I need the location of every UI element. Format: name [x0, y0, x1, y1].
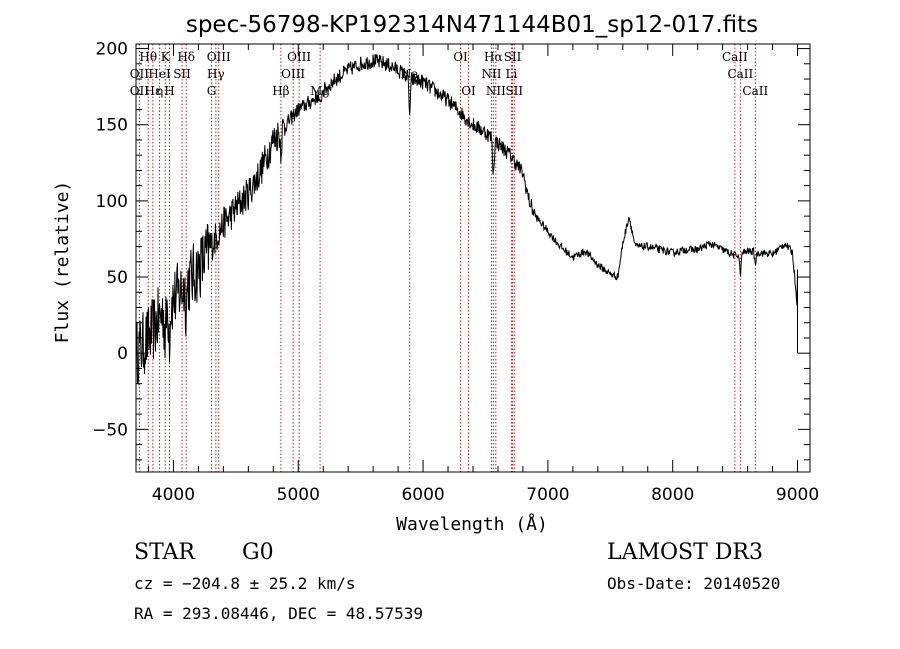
ra-dec-coordinates: RA = 293.08446, DEC = 48.57539 — [134, 604, 423, 623]
spectral-line-label: CaII — [722, 50, 748, 64]
spectral-line-label: OII — [130, 67, 150, 81]
spectral-line-label: H — [164, 84, 174, 98]
chart-title: spec-56798-KP192314N471144B01_sp12-017.f… — [186, 12, 758, 38]
y-tick-label: 150 — [96, 116, 128, 136]
spectral-line-label: NII — [486, 84, 506, 98]
spectral-line-label: Hε — [145, 84, 162, 98]
x-tick-label: 4000 — [152, 485, 195, 505]
spectral-line-label: Hα — [484, 50, 503, 64]
x-axis-ticks: 4000 5000 6000 7000 8000 9000 — [147, 44, 819, 505]
spectral-line-label: SII — [173, 67, 191, 81]
x-axis-label: Wavelength (Å) — [396, 513, 548, 535]
spectral-line-label: HeI — [148, 67, 171, 81]
y-tick-label: 50 — [106, 268, 128, 288]
plot-frame — [135, 43, 811, 473]
spectral-line-label: Hδ — [177, 50, 195, 64]
x-tick-label: 9000 — [776, 485, 819, 505]
spectral-line-label: Li — [506, 67, 518, 81]
y-tick-label: −50 — [92, 420, 128, 440]
spectral-line-label: OIII — [281, 67, 305, 81]
spectral-line-label: OI — [453, 50, 468, 64]
observation-date: Obs-Date: 20140520 — [607, 574, 780, 593]
spectral-line-label: CaII — [742, 84, 768, 98]
spectral-line-label: G — [207, 84, 217, 98]
y-axis-label: Flux (relative) — [52, 181, 73, 344]
redshift-cz: cz = −204.8 ± 25.2 km/s — [134, 574, 356, 593]
spectral-line-label: Hθ — [139, 50, 157, 64]
y-tick-label: 200 — [96, 40, 128, 60]
spectral-line-label: OIII — [287, 50, 311, 64]
x-tick-label: 5000 — [277, 485, 320, 505]
spectral-line-label: CaII — [727, 67, 753, 81]
spectral-line-markers — [138, 44, 756, 472]
x-tick-label: 7000 — [526, 485, 569, 505]
object-class: STAR — [134, 540, 196, 565]
spectral-line-label: OII — [130, 84, 150, 98]
spectral-line-label: Hγ — [207, 67, 225, 81]
spectral-line-label: η — [156, 84, 163, 98]
spectral-line-label: SII — [505, 84, 523, 98]
spectral-line-label: SII — [504, 50, 522, 64]
survey-name: LAMOST DR3 — [607, 540, 763, 565]
spectral-line-label: NII — [481, 67, 501, 81]
x-tick-label: 8000 — [651, 485, 694, 505]
y-tick-label: 0 — [117, 344, 128, 364]
x-tick-label: 6000 — [401, 485, 444, 505]
flux-series-line — [135, 54, 798, 386]
spectral-line-label: K — [161, 50, 171, 64]
spectral-line-label: Hβ — [272, 84, 289, 98]
y-tick-label: 100 — [96, 192, 128, 212]
object-subclass: G0 — [242, 540, 274, 565]
y-axis-ticks: −50 0 50 100 150 200 — [92, 40, 810, 461]
spectral-line-label: OI — [461, 84, 476, 98]
spectral-line-label: OIII — [207, 50, 231, 64]
